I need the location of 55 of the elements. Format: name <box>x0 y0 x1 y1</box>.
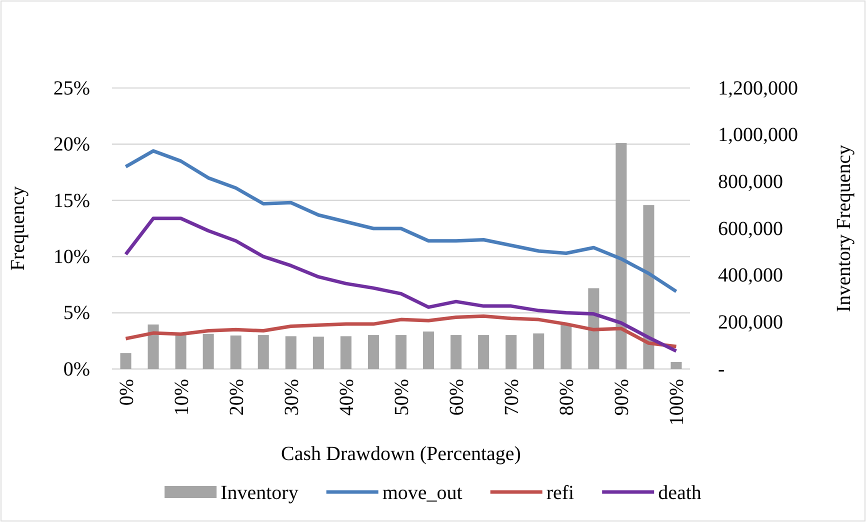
legend-label: death <box>658 482 702 504</box>
x-tick-label: 90% <box>611 379 634 416</box>
x-tick-label: 100% <box>666 379 688 426</box>
bar <box>120 353 132 369</box>
x-tick-label: 60% <box>446 379 468 416</box>
bar <box>423 332 434 369</box>
legend-label: move_out <box>382 482 463 504</box>
bar <box>588 288 600 369</box>
bar <box>285 336 296 369</box>
line-series <box>124 216 678 353</box>
x-axis-title: Cash Drawdown (Percentage) <box>281 443 521 465</box>
bar <box>643 205 654 369</box>
line-series <box>124 149 678 294</box>
y2-tick-label: 400,000 <box>718 264 783 287</box>
bar <box>616 143 627 369</box>
y-tick-label: 15% <box>53 190 90 212</box>
legend-label: refi <box>546 482 575 504</box>
bar <box>450 335 462 369</box>
x-tick-label: 70% <box>501 379 524 416</box>
y-tick-label: 5% <box>63 302 90 324</box>
x-tick-label: 20% <box>226 379 248 416</box>
y2-tick-label: 800,000 <box>718 171 783 194</box>
bar <box>148 324 159 369</box>
bar <box>312 336 324 369</box>
y-tick-label: 10% <box>53 246 90 268</box>
bar <box>670 362 682 369</box>
bar <box>202 334 214 369</box>
y2-axis-title: Inventory Frequency <box>833 144 855 312</box>
bar <box>175 335 186 369</box>
y2-tick-label: 600,000 <box>718 218 783 240</box>
y2-tick-label: 200,000 <box>718 312 783 334</box>
bar <box>368 335 379 369</box>
x-tick-label: 0% <box>116 379 138 406</box>
x-tick-label: 30% <box>280 379 303 416</box>
y-tick-label: 20% <box>53 134 90 156</box>
y-tick-label: 25% <box>53 77 90 100</box>
y2-tick-label: 1,000,000 <box>718 124 798 146</box>
x-tick-label: 50% <box>391 379 413 416</box>
y2-tick-label: 1,200,000 <box>718 77 798 100</box>
bar <box>340 336 352 369</box>
bar <box>478 335 490 369</box>
bar <box>230 336 242 369</box>
x-tick-label: 10% <box>170 379 193 416</box>
legend-label: Inventory <box>220 482 298 504</box>
bar <box>560 324 572 369</box>
bar <box>395 335 407 369</box>
y-axis-title: Frequency <box>7 186 29 271</box>
bar <box>258 335 269 369</box>
x-tick-label: 80% <box>556 379 578 416</box>
line-series <box>124 314 678 348</box>
bar <box>533 333 544 369</box>
y-tick-label: 0% <box>63 358 90 380</box>
x-tick-label: 40% <box>336 379 358 416</box>
bar <box>506 335 517 369</box>
y2-tick-label: - <box>718 358 725 380</box>
